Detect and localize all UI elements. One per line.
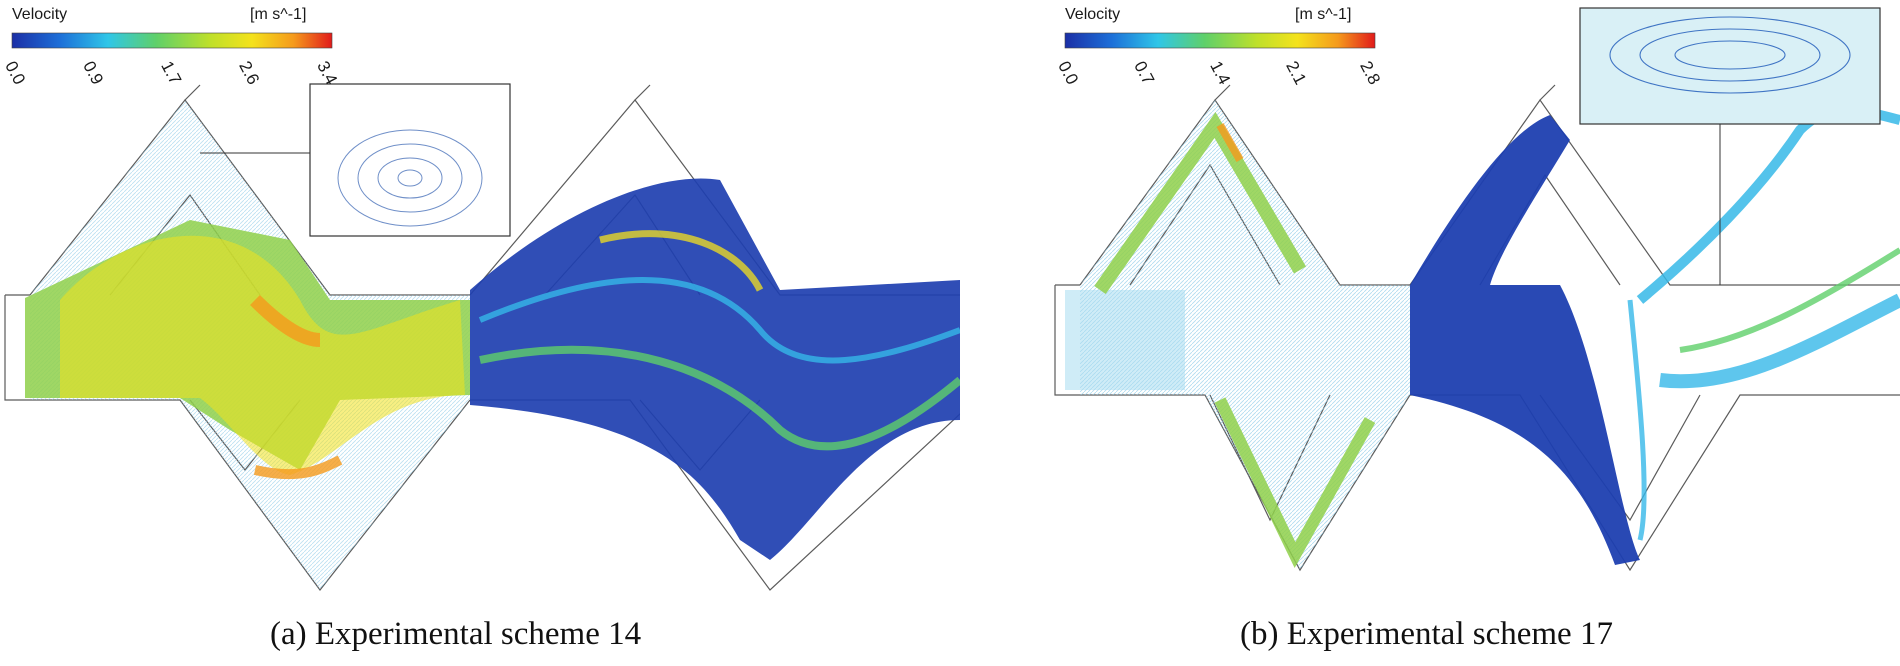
colorbar-title-b: Velocity <box>1065 6 1121 23</box>
inset-vortex-swirl-b <box>1609 16 1851 94</box>
streamline-b4 <box>1627 299 1647 541</box>
jet-hotspot-b <box>1216 123 1244 162</box>
vector-field-light-b <box>1080 100 1410 570</box>
colorbar-unit-b: [m s^-1] <box>1295 6 1352 23</box>
colorbar-title-a: Velocity <box>12 6 68 23</box>
jet-lower-b <box>1214 397 1376 569</box>
colorbar-a <box>11 32 333 49</box>
colorbar-unit-a: [m s^-1] <box>250 6 307 23</box>
velocity-field-b <box>1054 7 1900 572</box>
inset-vortex-b <box>1579 7 1881 125</box>
main-jet-a <box>60 235 465 475</box>
caption-b: (b) Experimental scheme 17 <box>1240 616 1613 652</box>
inset-vortex-a <box>309 83 511 237</box>
streamline-b3 <box>1679 247 1900 353</box>
streamline-a2 <box>479 345 960 451</box>
colorbar-b <box>1064 32 1376 49</box>
panel-scheme-14: Velocity [m s^-1] 0.0 0.9 1.7 2.6 3.4 (a… <box>1 6 960 652</box>
caption-a: (a) Experimental scheme 14 <box>270 616 642 652</box>
inlet-field-b <box>1065 290 1185 390</box>
streamline-bundle-b <box>1410 115 1640 565</box>
jet-hotspot-a1 <box>250 295 321 347</box>
jet-hotspot-a2 <box>253 455 343 480</box>
streamline-b2 <box>1659 293 1900 389</box>
velocity-field-a <box>4 32 960 591</box>
panel-scheme-17: Velocity [m s^-1] 0.0 0.7 1.4 2.1 2.8 (b… <box>1040 0 1900 666</box>
streamline-bundle-a <box>470 178 960 560</box>
streamline-a1 <box>478 277 960 364</box>
jet-upper-b <box>1094 112 1307 295</box>
streamline-a3 <box>599 230 764 292</box>
inset-vortex-swirl-a <box>337 129 483 227</box>
